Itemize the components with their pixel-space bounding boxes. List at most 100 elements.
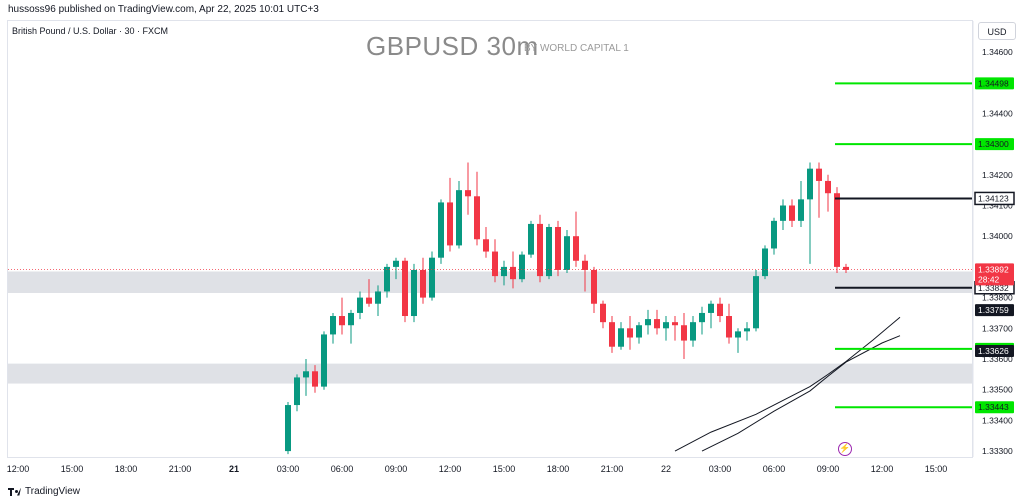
time-tick-label: 09:00 [385,464,408,474]
candle-body [834,193,840,267]
candle-body [843,266,849,270]
time-tick-label: 06:00 [763,464,786,474]
tradingview-logo[interactable]: TradingView [8,486,80,497]
price-tick-label: 1.33400 [982,415,1013,425]
candle-body [717,303,723,317]
candle-body [429,257,435,298]
level-price-tag: 1.33443 [978,402,1009,412]
candle-body [825,180,831,194]
price-tick-label: 1.33500 [982,385,1013,395]
candle-body [627,328,633,338]
chart-title: GBPUSD 30m [366,31,539,61]
price-tick-label: 1.34400 [982,108,1013,118]
level-price-tag: 1.33832 [978,283,1009,293]
price-tick-label: 1.33800 [982,293,1013,303]
time-tick-label: 18:00 [547,464,570,474]
candle-body [789,205,795,221]
candle-body [402,260,408,317]
candle-body [816,168,822,181]
candle-body [456,190,462,246]
candle-body [699,312,705,323]
candle-body [474,196,480,240]
candle-body [681,325,687,341]
candle-body [573,236,579,261]
candle-body [483,239,489,252]
zones-layer [8,271,972,384]
candle-body [366,297,372,304]
candle-body [744,328,750,332]
candle-body [492,251,498,277]
moving-average-line [674,316,901,452]
levels-layer [835,82,972,409]
time-tick-label: 15:00 [925,464,948,474]
level-price-tag-bg [975,192,1014,205]
level-price-tag: 1.34498 [978,78,1009,88]
candle-body [438,202,444,258]
price-tick-label: 1.33700 [982,323,1013,333]
candle-body [348,312,354,326]
time-tick-label: 03:00 [709,464,732,474]
candle-body [510,266,516,280]
price-tick-label: 1.34100 [982,201,1013,211]
candle-body [519,254,525,280]
time-tick-label: 15:00 [61,464,84,474]
ma-price-tag: 1.33759 [978,305,1009,315]
candle-body [285,405,291,452]
candles-layer [8,162,972,455]
moving-average-line [701,335,901,452]
candle-body [375,291,381,304]
candle-body [447,202,453,246]
time-tick-label: 03:00 [277,464,300,474]
time-tick-label: 06:00 [331,464,354,474]
candle-body [807,168,813,200]
countdown-label: 28:42 [978,274,1000,284]
candle-body [357,297,363,313]
time-tick-label: 12:00 [439,464,462,474]
price-tick-label: 1.34600 [982,47,1013,57]
publisher-text: hussoss96 published on TradingView.com, … [8,4,319,15]
ma-price-tag-bg [975,304,1014,317]
time-tick-label: 21:00 [601,464,624,474]
candle-body [618,328,624,347]
tradingview-logo-icon [8,487,21,496]
candle-body [555,226,561,270]
candle-body [420,269,426,298]
time-tick-label: 21 [229,464,239,474]
candle-body [663,322,669,329]
candle-body [528,223,534,255]
candle-body [600,303,606,323]
candle-body [393,260,399,267]
candle-body [780,205,786,221]
zone-band [8,363,972,384]
lightning-icon[interactable]: ⚡ [838,442,852,456]
level-price-tag: 1.34300 [978,139,1009,149]
candle-body [339,316,345,326]
zone-band [8,271,972,293]
candle-body [735,331,741,338]
ma-price-tag-bg [975,345,1014,358]
currency-button[interactable]: USD [978,22,1016,40]
level-price-tag-bg [975,138,1014,151]
candle-body [312,371,318,387]
candle-body [411,269,417,317]
price-tick-label: 1.34200 [982,170,1013,180]
time-tick-label: 15:00 [493,464,516,474]
time-tick-label: 12:00 [871,464,894,474]
brand-name: TradingView [25,486,81,497]
candle-body [294,377,300,406]
candle-body [609,322,615,347]
candle-body [384,266,390,292]
level-tag-border [974,191,1015,206]
candle-body [330,316,336,335]
ma-price-tag: 1.33626 [978,346,1009,356]
candle-body [546,226,552,277]
time-tick-label: 18:00 [115,464,138,474]
time-axis: 12:00 15:00 18:00 21:00 21 03:00 06:00 09:00 12:… [7,464,948,474]
symbol-info: British Pound / U.S. Dollar · 30 · FXCM [12,26,169,36]
candle-body [582,260,588,270]
candle-body [771,220,777,249]
candle-body [537,223,543,277]
price-tags-layer: 1.344981.343001.341231.338321.336331.334… [974,77,1015,414]
candle-body [654,319,660,329]
